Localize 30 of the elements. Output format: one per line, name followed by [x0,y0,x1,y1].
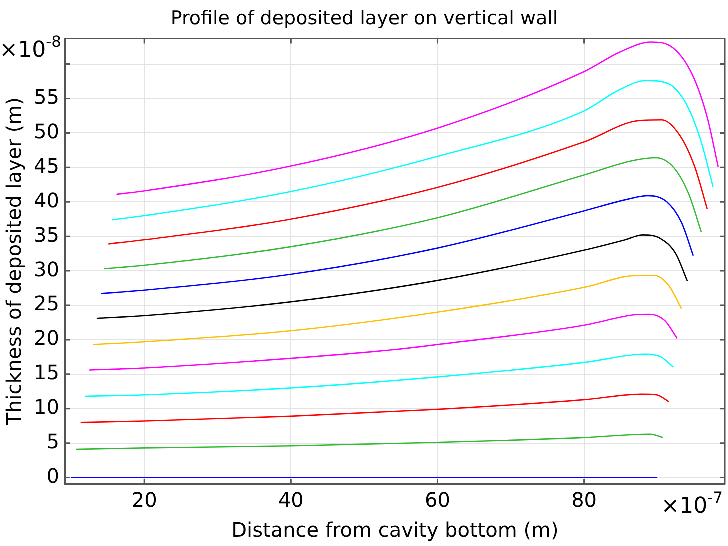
line-series [104,157,702,270]
y-tick-label: 15 [34,360,60,385]
y-tick-label: 30 [34,257,60,282]
y-tick-label: 20 [34,326,60,350]
y-tick-label: 25 [34,292,60,316]
x-tick-label: 20 [132,488,158,512]
y-tick-label: 55 [34,84,60,109]
line-series [116,42,720,196]
line-series [112,80,714,221]
y-axis-title: Thickness of deposited layer (m) [2,98,26,426]
y-tick-label: 5 [46,430,60,454]
line-series [88,314,678,371]
y-tick-label: 10 [34,395,60,420]
x-tick-label: 80 [572,488,598,512]
x-tick-label: 40 [278,488,304,512]
y-tick-label: 40 [34,188,60,212]
y-tick-label: 0 [46,464,60,488]
line-series [76,434,664,450]
chart-title: Profile of deposited layer on vertical wall [170,7,558,30]
y-tick-label: 35 [34,222,60,247]
line-series [92,275,682,346]
y-tick-label: 45 [34,154,60,178]
line-series [84,354,674,398]
x-axis-title: Distance from cavity bottom (m) [232,518,559,542]
x-tick-label: 60 [425,488,450,512]
line-series [96,234,688,320]
line-series [108,119,708,245]
line-series [80,394,670,424]
y-tick-label: 50 [34,119,60,144]
line-series [100,195,694,294]
